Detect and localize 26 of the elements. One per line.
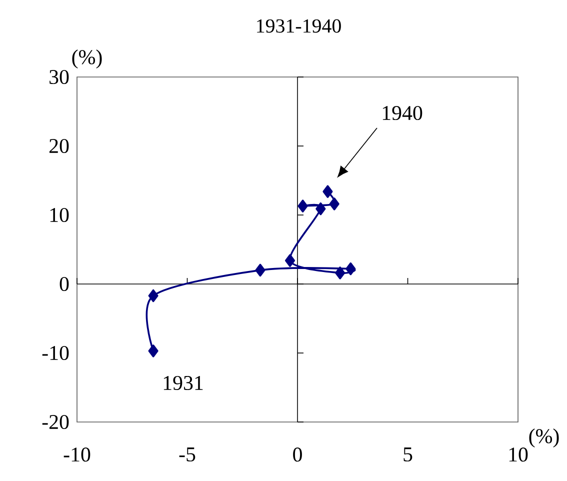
annotation: 1940 [382, 106, 422, 120]
x-tick-label: 10 [509, 448, 528, 462]
y-tick-label: -10 [42, 346, 69, 360]
point [148, 289, 158, 302]
y-tick-label: 10 [50, 208, 69, 222]
point [148, 344, 158, 358]
point [255, 264, 266, 277]
point [284, 254, 296, 267]
annotation: 1931 [164, 376, 203, 390]
x-tick-label: -5 [179, 448, 196, 462]
point [316, 202, 326, 216]
x-tick-label: 5 [404, 448, 412, 462]
point [346, 262, 356, 276]
y-tick-label: -20 [42, 414, 69, 430]
point [329, 198, 340, 210]
y-axis-title: (%) [72, 50, 102, 68]
y-tick-label: 0 [60, 276, 69, 292]
y-tick-label: 20 [49, 138, 69, 154]
chart-title: 1931-1940 [257, 19, 341, 33]
point [298, 200, 308, 212]
point [335, 266, 346, 280]
x-tick-label: 0 [293, 448, 302, 462]
x-tick-label: -10 [64, 448, 90, 462]
x-axis-title: (%) [529, 428, 559, 448]
y-tick-label: 30 [50, 70, 69, 84]
point [322, 185, 333, 198]
